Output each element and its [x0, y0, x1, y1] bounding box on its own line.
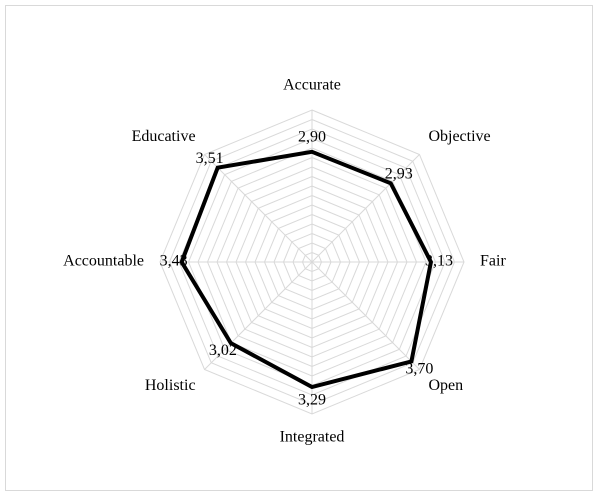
category-label: Fair [480, 253, 506, 270]
grid-spoke [311, 154, 420, 263]
category-label: Holistic [145, 377, 196, 394]
value-label: 2,93 [385, 166, 413, 183]
value-label: 3,70 [405, 360, 433, 377]
grid-spoke [204, 154, 313, 263]
value-label: 3,13 [425, 253, 453, 270]
category-label: Educative [132, 128, 196, 145]
value-label: 3,43 [160, 253, 188, 270]
category-label: Accurate [283, 77, 341, 94]
category-label: Accountable [63, 253, 144, 270]
value-label: 3,02 [209, 342, 237, 359]
category-label: Open [428, 377, 463, 394]
value-label: 3,29 [298, 392, 326, 409]
radar-line [179, 149, 434, 390]
grid-spoke [311, 261, 420, 370]
category-label: Integrated [280, 429, 345, 446]
value-label: 2,90 [298, 128, 326, 145]
value-label: 3,51 [196, 150, 224, 167]
category-label: Objective [428, 128, 490, 145]
grid-spoke [204, 261, 313, 370]
